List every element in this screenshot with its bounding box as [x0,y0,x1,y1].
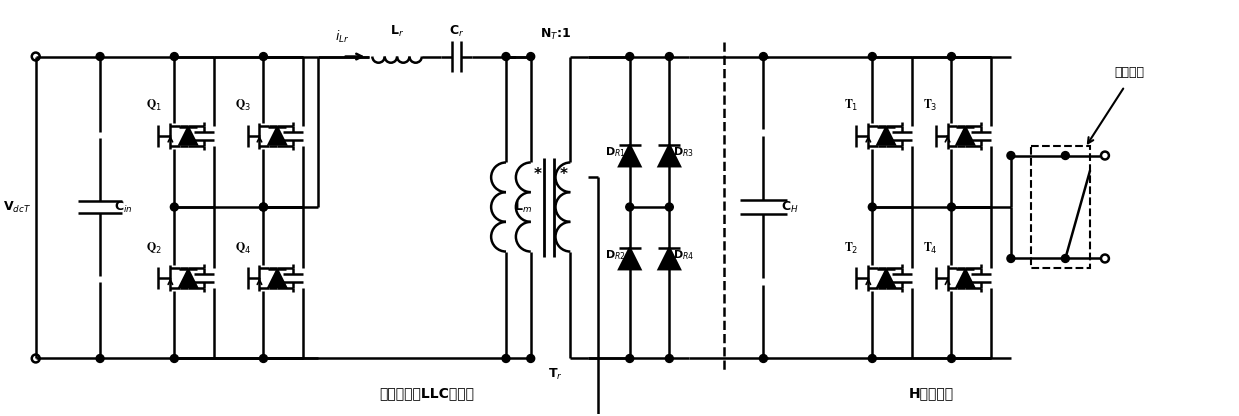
Polygon shape [618,248,641,270]
Bar [1031,146,1090,268]
Text: D$_{R1}$: D$_{R1}$ [605,146,626,159]
Polygon shape [957,127,974,145]
Circle shape [626,203,633,211]
Polygon shape [618,145,641,166]
Circle shape [502,52,510,60]
Circle shape [97,52,104,60]
Polygon shape [180,127,197,145]
Text: C$_r$: C$_r$ [449,24,465,39]
Circle shape [527,354,535,362]
Circle shape [869,52,876,60]
Circle shape [948,354,955,362]
Text: C$_H$: C$_H$ [782,199,799,215]
Text: T$_r$: T$_r$ [548,366,563,381]
Polygon shape [269,127,286,145]
Polygon shape [877,127,895,145]
Polygon shape [658,145,680,166]
Text: D$_{R3}$: D$_{R3}$ [673,146,694,159]
Circle shape [665,203,673,211]
Circle shape [760,52,767,60]
Text: *: * [534,167,541,182]
Polygon shape [957,270,974,287]
Polygon shape [877,270,895,287]
Circle shape [869,354,876,362]
Circle shape [97,354,104,362]
Text: Q$_2$: Q$_2$ [146,240,161,255]
Text: T$_1$: T$_1$ [844,98,859,113]
Text: L$_r$: L$_r$ [390,24,404,39]
Text: 旁路开关: 旁路开关 [1115,67,1145,79]
Text: $i_{Lr}$: $i_{Lr}$ [336,29,349,45]
Circle shape [1062,151,1069,159]
Circle shape [527,52,535,60]
Text: N$_T$:1: N$_T$:1 [540,27,571,42]
Polygon shape [269,270,286,287]
Polygon shape [180,270,197,287]
Circle shape [171,354,178,362]
Circle shape [626,354,633,362]
Text: 两电平全桥LLC变换器: 两电平全桥LLC变换器 [379,386,475,400]
Text: L$_m$: L$_m$ [514,199,532,215]
Circle shape [502,354,510,362]
Polygon shape [658,248,680,270]
Text: Q$_3$: Q$_3$ [234,98,250,113]
Circle shape [869,203,876,211]
Circle shape [259,354,268,362]
Circle shape [259,203,268,211]
Circle shape [259,203,268,211]
Circle shape [171,203,178,211]
Text: C$_{in}$: C$_{in}$ [114,199,133,215]
Circle shape [171,52,178,60]
Circle shape [665,52,673,60]
Circle shape [1007,255,1015,262]
Circle shape [948,52,955,60]
Circle shape [948,203,955,211]
Circle shape [259,52,268,60]
Text: Q$_1$: Q$_1$ [146,98,161,113]
Text: D$_{R4}$: D$_{R4}$ [673,249,695,262]
Circle shape [760,354,767,362]
Text: D$_{R2}$: D$_{R2}$ [605,249,626,262]
Text: *: * [559,167,567,182]
Text: T$_4$: T$_4$ [923,240,938,255]
Text: V$_{dcT}$: V$_{dcT}$ [2,199,31,215]
Circle shape [626,52,633,60]
Circle shape [665,354,673,362]
Text: Q$_4$: Q$_4$ [234,240,250,255]
Text: T$_3$: T$_3$ [923,98,938,113]
Text: H桥变换器: H桥变换器 [909,386,954,400]
Circle shape [1062,255,1069,262]
Text: T$_2$: T$_2$ [844,240,859,255]
Circle shape [1007,151,1015,159]
